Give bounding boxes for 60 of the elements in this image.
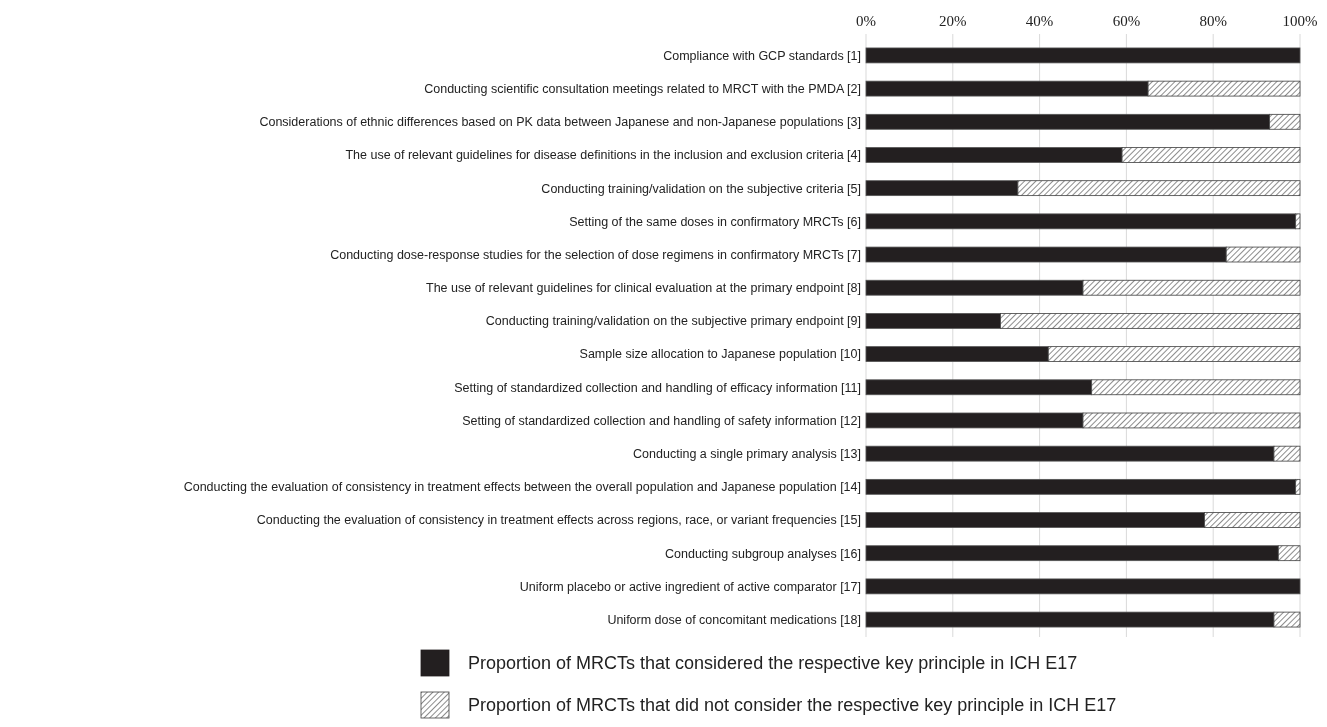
y-tick-label: Conducting a single primary analysis [13] — [633, 447, 861, 462]
bar — [865, 346, 1049, 362]
y-tick-label: Conducting scientific consultation meetings related to MRCT with the PMDA [2] — [424, 81, 861, 96]
bar — [1295, 478, 1301, 495]
y-tick-label: Considerations of ethnic differences based on PK data between Japanese and non-Japanese populations [3] — [259, 115, 861, 130]
x-tick-label: 0% — [856, 13, 876, 29]
bar — [865, 180, 1019, 197]
bar — [865, 47, 1301, 64]
y-tick-label: Setting of standardized collection and handling of efficacy information [11] — [454, 380, 861, 395]
y-tick-label: Conducting training/validation on the subjective criteria [5] — [541, 181, 861, 196]
bar — [1277, 545, 1301, 562]
bar — [1273, 611, 1301, 628]
bar — [865, 213, 1297, 230]
bar — [865, 412, 1084, 429]
bar — [865, 478, 1297, 495]
x-tick-label: 20% — [939, 13, 967, 29]
bar — [865, 113, 1271, 130]
bar — [865, 279, 1084, 296]
x-tick-label: 60% — [1112, 13, 1141, 29]
bar — [1082, 279, 1301, 296]
bar — [865, 379, 1093, 396]
bar — [865, 578, 1301, 595]
bar — [1000, 313, 1301, 329]
bar — [1121, 147, 1301, 163]
y-tick-label: Conducting subgroup analyses [16] — [665, 546, 861, 561]
y-tick-label: The use of relevant guidelines for clinical evaluation at the primary endpoint [8] — [426, 281, 861, 296]
bar — [1017, 180, 1301, 197]
bar — [1147, 80, 1301, 97]
bar — [1225, 246, 1301, 263]
bar — [1047, 346, 1301, 362]
y-tick-label: Uniform placebo or active ingredient of active comparator [17] — [519, 579, 861, 594]
legend-label: Proportion of MRCTs that considered the respective key principle in ICH E17 — [468, 653, 1078, 674]
y-tick-label: Sample size allocation to Japanese population [10] — [579, 347, 861, 362]
bar — [1295, 213, 1301, 230]
bar — [865, 313, 1001, 329]
bar — [865, 611, 1275, 628]
x-tick-label: 100% — [1282, 13, 1318, 29]
y-tick-label: The use of relevant guidelines for disease definitions in the inclusion and exclusion criteria [4] — [345, 148, 861, 163]
y-tick-label: Conducting dose-response studies for the selection of dose regimens in confirmatory MRCTs [7] — [330, 247, 861, 262]
y-tick-label: Conducting the evaluation of consistency in treatment effects across regions, race, or variant frequencies [15] — [256, 513, 861, 528]
bar — [1082, 412, 1301, 429]
bar — [865, 246, 1227, 263]
y-tick-label: Conducting training/validation on the subjective primary endpoint [9] — [485, 314, 861, 329]
bar — [1269, 113, 1301, 130]
legend-label: Proportion of MRCTs that did not consider the respective key principle in ICH E17 — [468, 695, 1117, 716]
bar — [865, 512, 1205, 528]
bar — [865, 80, 1149, 97]
bar — [865, 445, 1275, 462]
y-tick-label: Uniform dose of concomitant medications [18] — [607, 612, 861, 627]
bar — [1091, 379, 1301, 396]
bar — [865, 545, 1279, 562]
y-tick-label: Compliance with GCP standards [1] — [663, 48, 861, 63]
bar — [1273, 445, 1301, 462]
bar — [865, 147, 1123, 163]
y-tick-label: Setting of the same doses in confirmatory MRCTs [6] — [569, 214, 861, 229]
x-tick-label: 40% — [1025, 13, 1054, 29]
x-tick-label: 80% — [1199, 13, 1227, 29]
y-tick-label: Setting of standardized collection and handling of safety information [12] — [462, 413, 861, 428]
bar — [1204, 512, 1301, 528]
y-tick-label: Conducting the evaluation of consistency in treatment effects between the overall population and Japanese population [14] — [183, 480, 861, 495]
